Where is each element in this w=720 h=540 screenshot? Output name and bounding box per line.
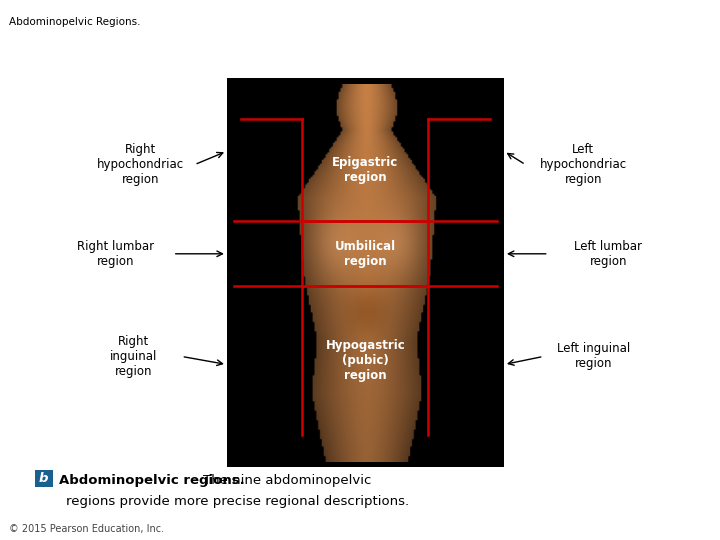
Text: Umbilical
region: Umbilical region — [335, 240, 396, 268]
Text: Left
hypochondriac
region: Left hypochondriac region — [539, 143, 627, 186]
Text: © 2015 Pearson Education, Inc.: © 2015 Pearson Education, Inc. — [9, 523, 163, 534]
Bar — [35, 470, 53, 487]
Text: Abdominopelvic regions.: Abdominopelvic regions. — [59, 474, 245, 487]
Text: Right lumbar
region: Right lumbar region — [76, 240, 154, 268]
Text: Right
inguinal
region: Right inguinal region — [109, 335, 157, 378]
Text: Abdominopelvic Regions.: Abdominopelvic Regions. — [9, 17, 140, 28]
Text: The nine abdominopelvic: The nine abdominopelvic — [203, 474, 372, 487]
Text: b: b — [39, 472, 48, 485]
Bar — [227, 78, 504, 467]
Text: regions provide more precise regional descriptions.: regions provide more precise regional de… — [66, 495, 410, 508]
Text: Epigastric
region: Epigastric region — [332, 156, 399, 184]
Text: Right
hypochondriac
region: Right hypochondriac region — [96, 143, 184, 186]
Text: Hypogastric
(pubic)
region: Hypogastric (pubic) region — [325, 339, 405, 382]
Text: Left lumbar
region: Left lumbar region — [575, 240, 642, 268]
Text: Left inguinal
region: Left inguinal region — [557, 342, 631, 370]
